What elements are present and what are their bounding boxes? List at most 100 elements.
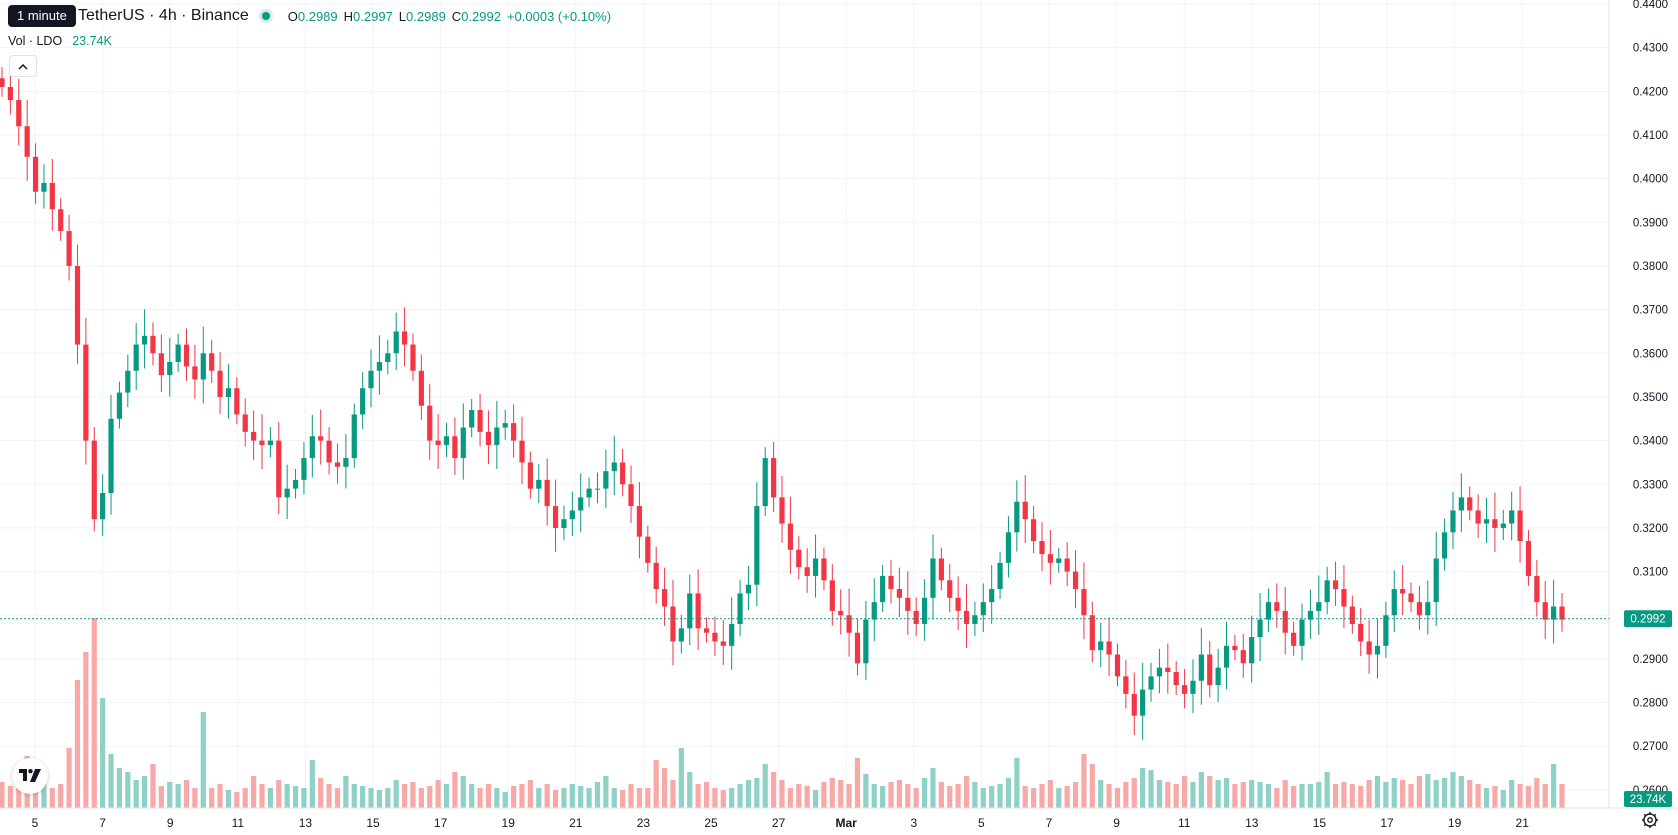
last-volume-label: 23.74K [1624,791,1672,807]
candle-body [1014,501,1020,533]
candle-body [1517,510,1523,542]
collapse-legend-button[interactable] [9,55,37,77]
candle-body [846,615,852,633]
candle-body [1551,606,1557,620]
candle-body [1475,510,1481,524]
volume-bar [267,788,273,808]
candle-body [150,335,156,354]
volume-bar [1223,778,1230,808]
volume-bar [326,784,332,808]
candle-body [511,423,517,441]
volume-bar [1240,782,1246,808]
gear-icon[interactable] [1640,810,1660,830]
volume-bar [0,782,5,808]
candle-body [796,549,802,568]
volume-bar [737,784,743,808]
volume-bar [1031,788,1037,808]
candle-body [1316,602,1322,611]
candle-body [712,632,718,642]
candle-body [804,567,810,576]
price-tick-label: 0.2700 [1633,741,1668,753]
volume-bar [460,776,466,808]
time-tick-label: 11 [1178,816,1191,830]
volume-bar [569,784,575,808]
candle-body [360,388,366,415]
candle-body [620,462,626,485]
candle-body [1324,580,1330,603]
time-tick-label: 15 [366,816,380,830]
candle-body [561,519,567,528]
volume-bar [351,784,357,808]
candle-body [1215,667,1221,686]
candle-body [1240,650,1246,664]
candle-body [469,410,475,428]
candle-body [1383,615,1389,646]
volume-label[interactable]: Vol · LDO [8,34,63,48]
volume-bar [276,780,282,808]
volume-bar [1249,780,1255,808]
volume-bar [1425,774,1431,808]
candle-body [1232,645,1238,651]
volume-bar [1156,780,1163,808]
candle-body [1005,532,1012,563]
volume-bar [494,788,500,808]
volume-bar [787,788,793,808]
volume-bar [854,758,861,808]
candle-body [1492,519,1498,528]
candle-body [578,497,584,511]
candle-body [829,580,835,611]
candle-body [1299,619,1305,646]
volume-bar [829,778,835,808]
candle-body [1039,541,1045,555]
candle-body [1123,676,1129,694]
candle-body [309,436,315,459]
volume-bar [1190,782,1196,808]
volume-bars [0,618,1565,808]
candle-body [1483,519,1490,524]
volume-bar [695,784,701,808]
market-status-icon[interactable] [258,9,273,23]
volume-bar [502,792,508,808]
volume-bar [729,788,735,808]
volume-bar [779,780,785,808]
candle-body [779,497,785,524]
tradingview-logo[interactable] [12,758,48,794]
volume-bar [628,784,634,808]
price-change: +0.0003 (+0.10%) [506,8,612,24]
volume-bar [192,788,198,808]
volume-bar [477,788,483,808]
candle-body [880,575,886,603]
candle-body [1509,510,1515,524]
time-scale[interactable]: 5 7 9 11 13 15 17 19 21 23 25 27 Mar 3 5 7 9 11 13 15 17 19 21 [32,816,1530,830]
volume-bar [259,784,265,808]
close-value: 0.2992 [461,8,501,24]
candle-body [502,423,508,428]
volume-bar [762,764,768,808]
candle-body [972,615,978,624]
symbol-title[interactable]: TetherUS · 4h · Binance [78,7,249,24]
candle-body [58,209,64,232]
volume-bar [653,760,659,808]
time-tick-label: 13 [299,816,313,830]
candle-body [888,575,894,590]
candle-body [896,589,903,598]
candle-body [1416,602,1423,616]
candle-body [1190,680,1196,694]
candle-body [603,471,609,489]
candle-body [83,344,89,441]
price-tick-label: 0.3700 [1633,305,1668,317]
price-tick-label: 0.3300 [1633,479,1668,491]
volume-legend: Vol · LDO 23.74K [8,32,112,50]
volume-bar [1475,784,1481,808]
time-tick-label: 13 [1245,816,1259,830]
volume-bar [519,784,525,808]
candle-body [1374,645,1381,655]
candle-body [343,458,349,467]
volume-bar [360,786,366,808]
candle-body [133,344,139,371]
price-scale[interactable]: 0.4400 0.4300 0.4200 0.4100 0.4000 0.3900 0.38… [1633,0,1668,797]
candle-body [1500,523,1506,528]
volume-bar [712,788,718,808]
close-label: C [451,8,462,24]
